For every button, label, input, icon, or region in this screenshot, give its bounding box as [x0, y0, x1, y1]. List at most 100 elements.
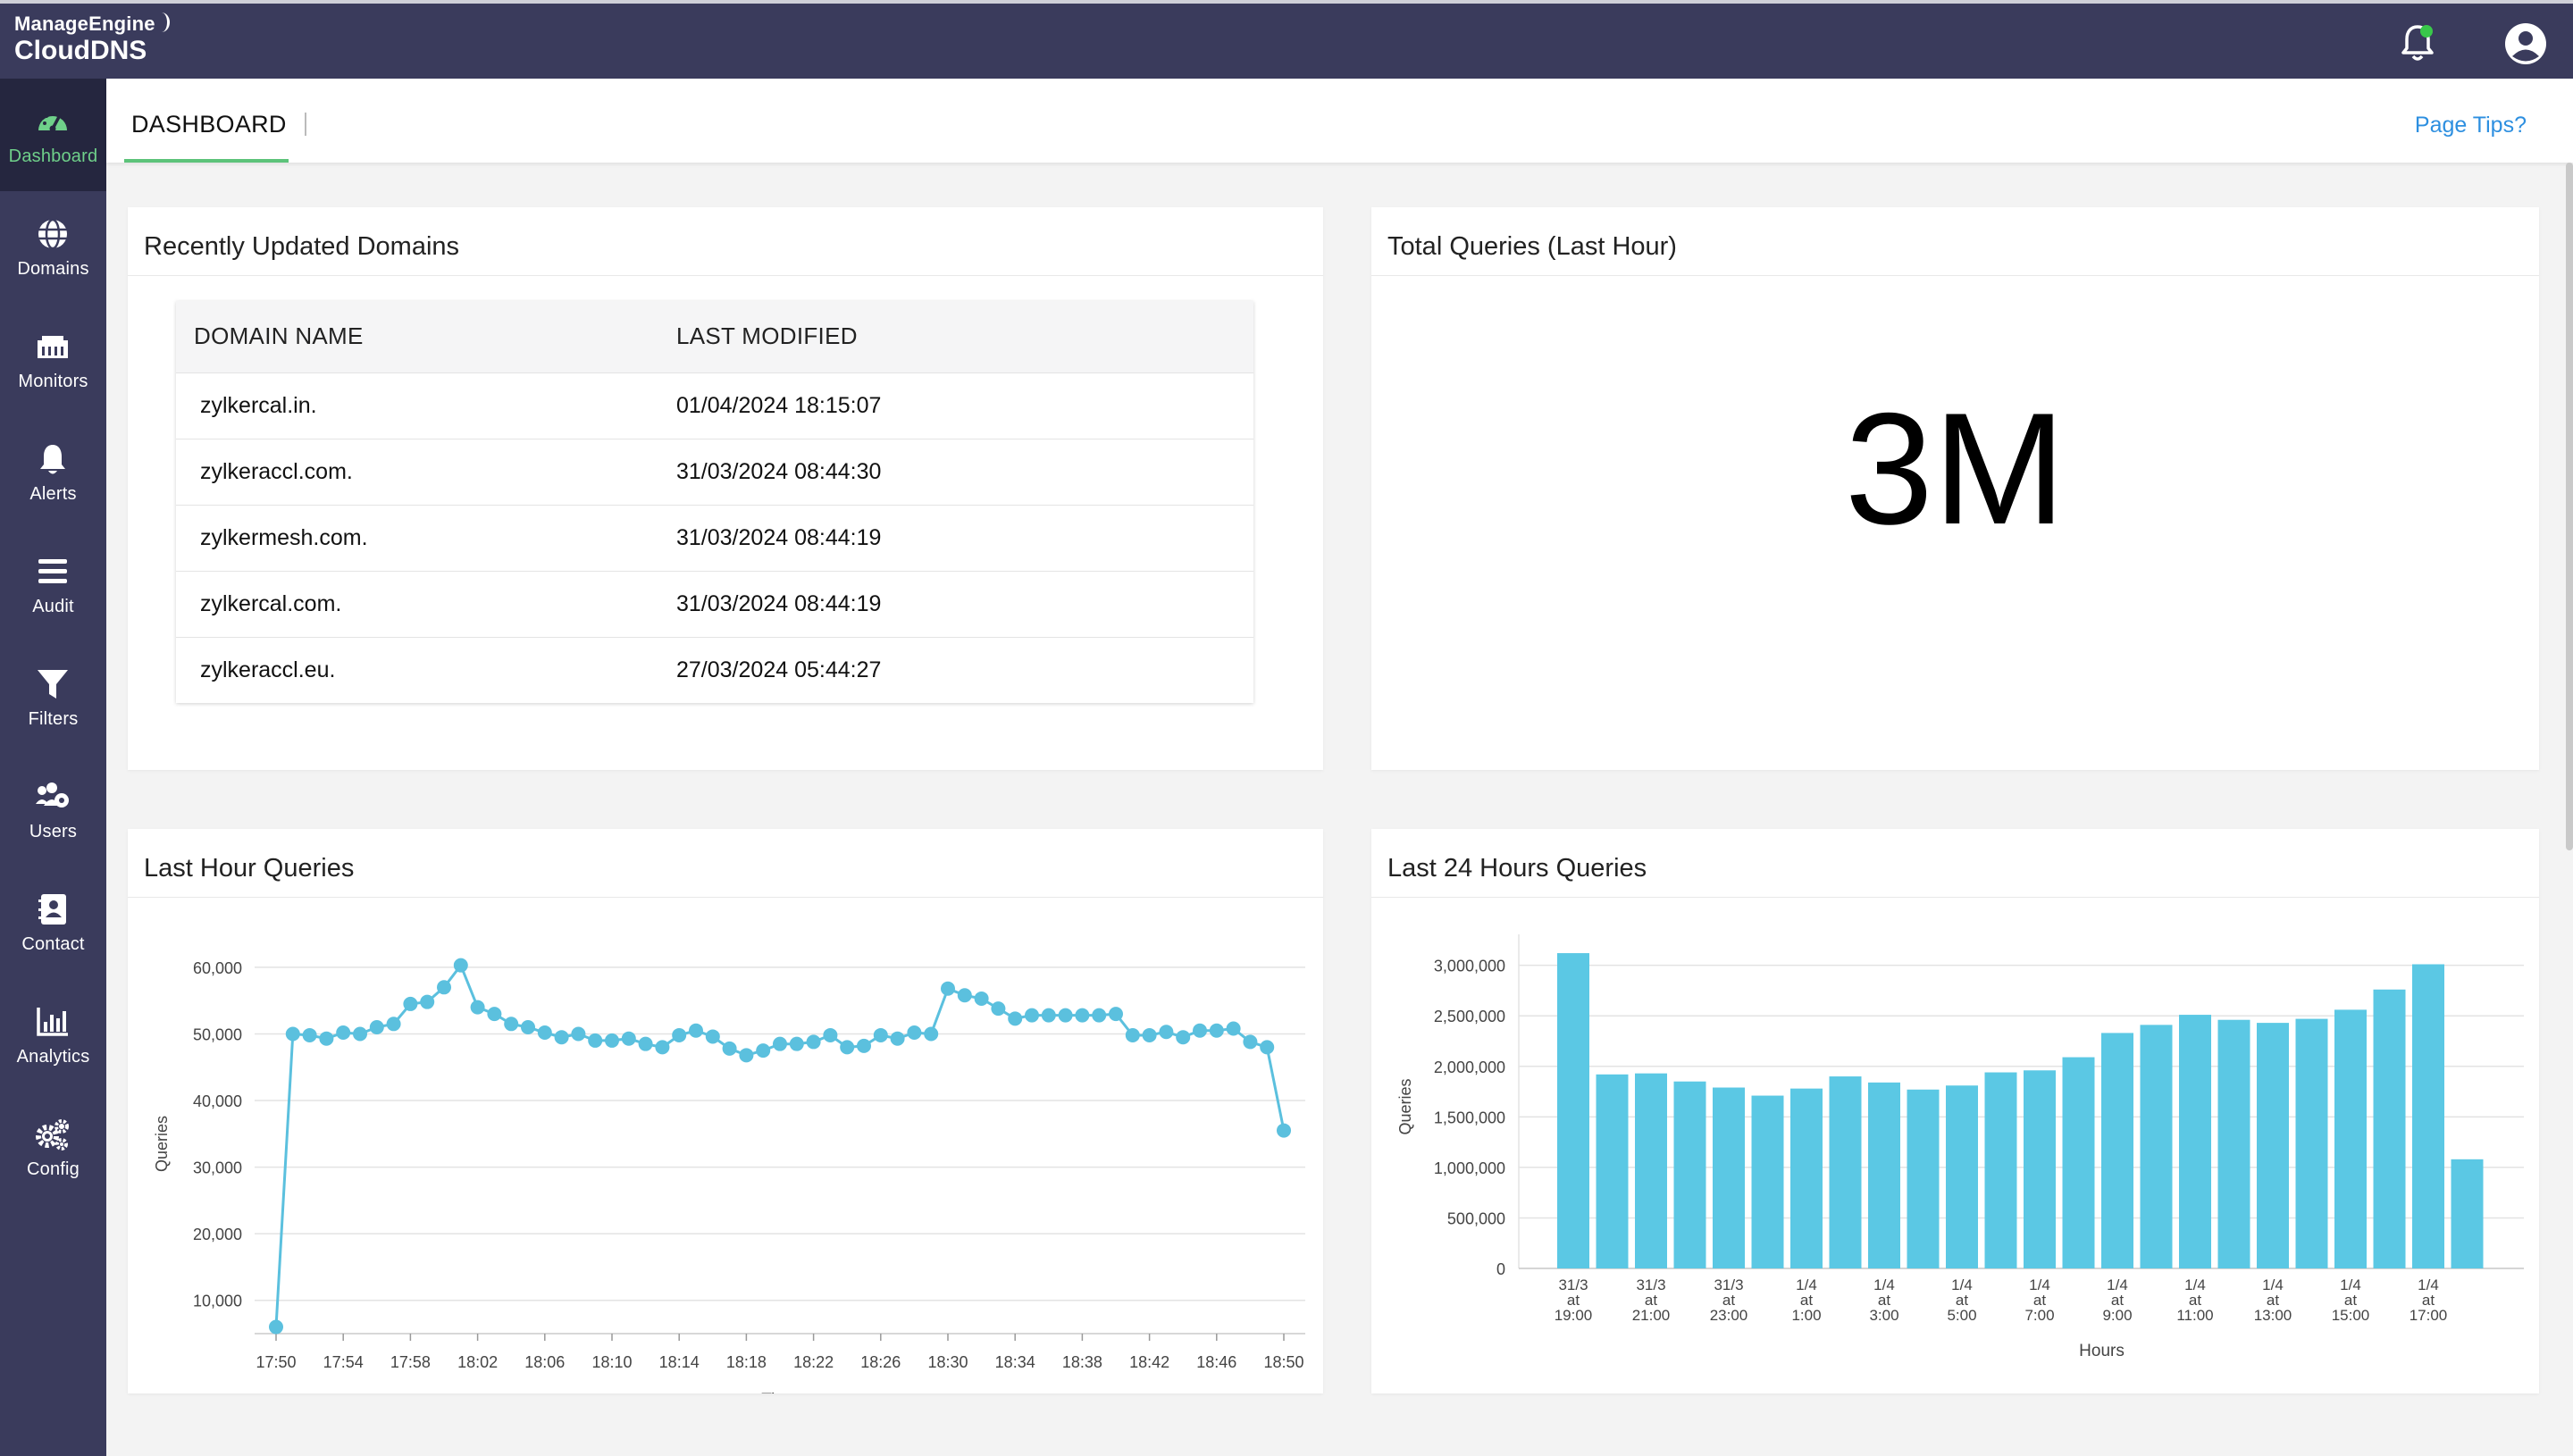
card-title: Total Queries (Last Hour) — [1387, 232, 1677, 261]
last-hour-queries-card: Last Hour Queries 10,000 20,000 30,000 40,0… — [128, 829, 1323, 1393]
brand-company: ManageEngine — [14, 13, 155, 35]
bar — [1946, 1085, 1978, 1268]
gears-icon — [36, 1119, 69, 1151]
data-point — [319, 1031, 334, 1046]
column-header-last-modified[interactable]: LAST MODIFIED — [676, 301, 1253, 372]
data-point — [1176, 1030, 1191, 1045]
domain-name-cell[interactable]: zylkercal.in. — [176, 372, 676, 439]
user-avatar-icon[interactable] — [2503, 21, 2548, 66]
list-icon — [38, 559, 67, 583]
card-divider — [128, 897, 1323, 898]
data-point — [285, 1026, 300, 1042]
data-point — [554, 1030, 569, 1045]
bar — [2295, 1018, 2328, 1268]
data-point — [1041, 1008, 1056, 1023]
x-tick-label: 18:18 — [726, 1353, 767, 1371]
notification-bell-icon[interactable] — [2400, 23, 2435, 63]
x-tick-label: 31/3 — [1714, 1276, 1743, 1293]
table-row[interactable]: zylkercal.in. 01/04/2024 18:15:07 — [176, 372, 1253, 439]
card-title: Last Hour Queries — [144, 854, 355, 883]
x-tick-label: at — [1722, 1292, 1735, 1309]
x-tick-label: 9:00 — [2102, 1307, 2132, 1324]
brand-product: CloudDNS — [14, 36, 147, 65]
bar — [1557, 953, 1589, 1268]
data-point — [369, 1020, 384, 1035]
domain-name-cell[interactable]: zylkermesh.com. — [176, 504, 676, 571]
data-point — [302, 1027, 317, 1042]
last-modified-cell: 31/03/2024 08:44:19 — [676, 504, 1253, 571]
x-tick-label: 31/3 — [1558, 1276, 1588, 1293]
sidebar-item-label: Alerts — [29, 484, 77, 504]
sidebar-item-config[interactable]: Config — [0, 1092, 106, 1204]
table-row[interactable]: zylkercal.com. 31/03/2024 08:44:19 — [176, 570, 1253, 637]
data-point — [1209, 1023, 1224, 1038]
x-tick-label: 17:00 — [2410, 1307, 2448, 1324]
data-point — [588, 1033, 603, 1048]
bar — [2024, 1070, 2056, 1268]
x-tick-label: 1/4 — [2184, 1276, 2206, 1293]
x-tick-label: 1/4 — [2107, 1276, 2128, 1293]
globe-icon — [38, 218, 67, 250]
y-tick-label: 50,000 — [193, 1025, 242, 1043]
card-title: Recently Updated Domains — [144, 232, 460, 261]
sidebar-item-contact[interactable]: Contact — [0, 866, 106, 979]
sidebar-item-domains[interactable]: Domains — [0, 191, 106, 304]
table-row[interactable]: zylkeraccl.eu. 27/03/2024 05:44:27 — [176, 636, 1253, 703]
sidebar-item-alerts[interactable]: Alerts — [0, 416, 106, 529]
x-tick-label: 15:00 — [2332, 1307, 2370, 1324]
x-tick-label: 3:00 — [1869, 1307, 1898, 1324]
data-point — [907, 1025, 922, 1040]
sidebar-item-audit[interactable]: Audit — [0, 529, 106, 641]
data-point — [605, 1033, 619, 1048]
table-header-row: DOMAIN NAME LAST MODIFIED — [176, 301, 1253, 372]
sidebar-item-monitors[interactable]: Monitors — [0, 304, 106, 416]
domain-name-cell[interactable]: zylkeraccl.com. — [176, 438, 676, 505]
y-tick-label: 2,000,000 — [1434, 1059, 1505, 1076]
y-tick-label: 10,000 — [193, 1293, 242, 1310]
bar — [1790, 1088, 1823, 1268]
top-bar: ManageEngine CloudDNS — [0, 0, 2573, 79]
bar — [2334, 1009, 2367, 1268]
sidebar-item-dashboard[interactable]: Dashboard — [0, 79, 106, 191]
bar — [1907, 1089, 1940, 1268]
sidebar-item-label: Config — [26, 1159, 80, 1179]
page-tips-link[interactable]: Page Tips? — [2414, 113, 2527, 138]
table-row[interactable]: zylkeraccl.com. 31/03/2024 08:44:30 — [176, 438, 1253, 505]
sidebar-item-users[interactable]: Users — [0, 754, 106, 866]
y-tick-label: 20,000 — [193, 1226, 242, 1243]
domain-name-cell[interactable]: zylkercal.com. — [176, 570, 676, 637]
tab-dashboard[interactable]: DASHBOARD — [124, 79, 289, 163]
x-tick-label: 7:00 — [2024, 1307, 2054, 1324]
bar — [2101, 1033, 2133, 1268]
data-point — [1159, 1025, 1174, 1040]
data-point — [1142, 1027, 1157, 1042]
sidebar-item-label: Contact — [21, 934, 85, 954]
data-point — [756, 1043, 771, 1059]
domain-name-cell[interactable]: zylkeraccl.eu. — [176, 636, 676, 703]
last-modified-cell: 01/04/2024 18:15:07 — [676, 372, 1253, 439]
x-tick-label: 18:22 — [793, 1353, 834, 1371]
y-tick-label: 3,000,000 — [1434, 958, 1505, 975]
funnel-icon — [38, 670, 68, 699]
sidebar-item-analytics[interactable]: Analytics — [0, 979, 106, 1092]
column-header-domain-name[interactable]: DOMAIN NAME — [176, 301, 676, 372]
data-point — [621, 1031, 636, 1046]
x-tick-label: 13:00 — [2254, 1307, 2292, 1324]
x-tick-label: 11:00 — [2176, 1307, 2213, 1324]
bar — [1635, 1073, 1667, 1268]
x-tick-label: at — [2033, 1292, 2046, 1309]
users-gear-icon — [36, 782, 69, 807]
bar — [2257, 1023, 2289, 1268]
sidebar-item-label: Users — [29, 822, 78, 841]
sidebar-item-filters[interactable]: Filters — [0, 641, 106, 754]
bar — [1829, 1076, 1862, 1268]
data-point — [1058, 1008, 1073, 1023]
table-row[interactable]: zylkermesh.com. 31/03/2024 08:44:19 — [176, 504, 1253, 571]
brand-logo[interactable]: ManageEngine CloudDNS — [14, 13, 170, 66]
data-point — [739, 1048, 754, 1063]
bell-icon — [40, 445, 65, 474]
bar — [1673, 1081, 1706, 1268]
page-scrollbar[interactable] — [2566, 163, 2573, 850]
data-point — [437, 980, 451, 995]
page-header: DASHBOARD Page Tips? — [106, 79, 2573, 163]
